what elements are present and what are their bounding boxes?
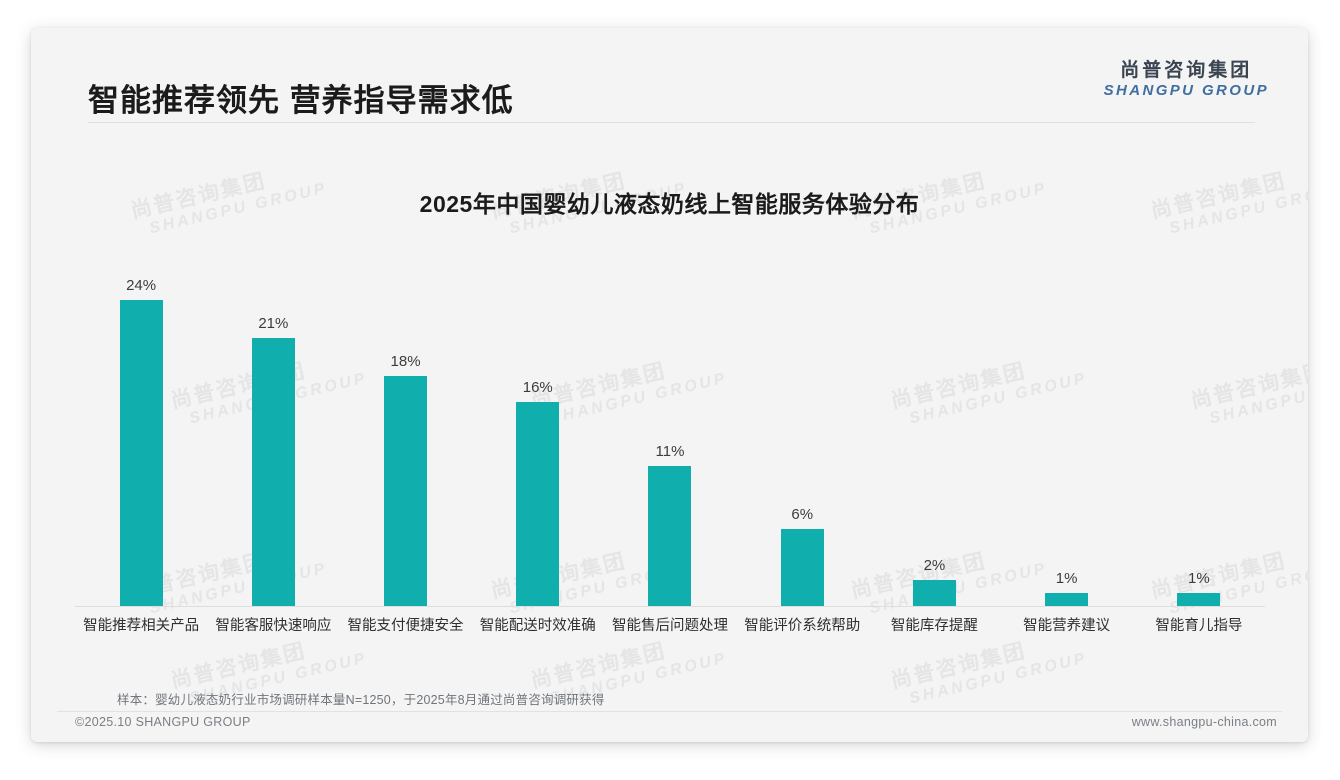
bar[interactable] [1045, 593, 1089, 606]
chart-container: 2025年中国婴幼儿液态奶线上智能服务体验分布 24% 21% 18% 16% 11% 6… [31, 122, 1308, 692]
header-divider [88, 122, 1255, 123]
bar-slot: 18% [339, 272, 471, 606]
bar-value-label: 1% [1055, 570, 1078, 587]
bar-value-label: 16% [522, 379, 553, 396]
bar[interactable] [251, 338, 295, 606]
brand-name-cn: 尚普咨询集团 [1120, 60, 1253, 81]
bar-slot: 21% [207, 272, 339, 606]
x-axis-label: 智能客服快速响应 [215, 618, 332, 634]
bar-slot: 24% [75, 272, 207, 606]
bar[interactable] [912, 580, 956, 606]
bar-value-label: 21% [258, 315, 289, 332]
website-link[interactable]: www.shangpu-china.com [1131, 715, 1277, 729]
copyright-text: ©2025.10 SHANGPU GROUP [75, 715, 251, 729]
bar[interactable] [780, 529, 824, 606]
bar-slot: 2% [868, 272, 1000, 606]
bar[interactable] [119, 300, 163, 606]
bar-value-label: 18% [390, 353, 421, 370]
bar-slot: 6% [736, 272, 868, 606]
bar[interactable] [384, 376, 428, 606]
brand-name-en: SHANGPU GROUP [1103, 82, 1269, 100]
bar-series: 24% 21% 18% 16% 11% 6% 2% 1% 1% [75, 272, 1265, 606]
x-axis-label: 智能支付便捷安全 [347, 618, 464, 634]
page-title: 智能推荐领先 营养指导需求低 [88, 83, 514, 118]
x-axis-label: 智能配送时效准确 [479, 618, 596, 634]
bar-value-label: 6% [791, 506, 814, 523]
x-axis-label: 智能育儿指导 [1155, 618, 1243, 634]
brand-logo: 尚普咨询集团 SHANGPU GROUP [1104, 60, 1269, 100]
x-axis-label: 智能售后问题处理 [611, 618, 728, 634]
x-axis-labels: 智能推荐相关产品 智能客服快速响应 智能支付便捷安全 智能配送时效准确 智能售后问题处理… [75, 614, 1265, 635]
x-axis-line [75, 606, 1265, 607]
bar-slot: 16% [472, 272, 604, 606]
bar-value-label: 2% [923, 557, 946, 574]
x-axis-label: 智能营养建议 [1023, 618, 1111, 634]
slide-card: 尚普咨询集团 SHANGPU GROUP 尚普咨询集团 SHANGPU GROUP 尚普… [31, 28, 1308, 742]
bar-value-label: 11% [655, 443, 685, 460]
bar-slot: 1% [1133, 272, 1265, 606]
x-axis-label: 智能评价系统帮助 [744, 618, 861, 634]
bar-slot: 11% [604, 272, 736, 606]
bar-value-label: 24% [126, 277, 157, 294]
slide-footer: ©2025.10 SHANGPU GROUP www.shangpu-china… [31, 711, 1308, 742]
x-axis-label: 智能推荐相关产品 [83, 618, 200, 634]
slide-header: 智能推荐领先 营养指导需求低 尚普咨询集团 SHANGPU GROUP [31, 28, 1308, 122]
bar[interactable] [648, 466, 692, 606]
chart-title: 2025年中国婴幼儿液态奶线上智能服务体验分布 [419, 191, 920, 217]
bar-value-label: 1% [1188, 570, 1210, 587]
bar-slot: 1% [1001, 272, 1133, 606]
bar[interactable] [1177, 593, 1221, 606]
x-axis-label: 智能库存提醒 [890, 618, 978, 634]
bar[interactable] [516, 402, 560, 606]
chart-plot-area: 24% 21% 18% 16% 11% 6% 2% 1% 1% [75, 272, 1265, 607]
sample-footnote: 样本：婴幼儿液态奶行业市场调研样本量N=1250，于2025年8月通过尚普咨询调… [117, 693, 605, 707]
footer-divider [57, 711, 1282, 712]
